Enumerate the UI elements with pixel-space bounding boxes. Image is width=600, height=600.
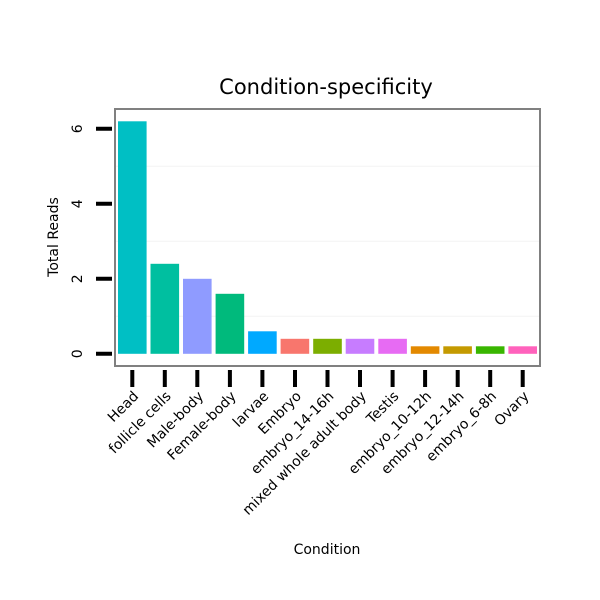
bars [118,121,537,354]
bar-Testis [378,338,407,354]
bar-embryo_14-16h [313,338,342,354]
y-tick-label: 2 [70,274,86,283]
bar-mixed whole adult body [345,338,375,354]
bar-Male-body [183,278,212,354]
y-axis: 0 2 4 6 [70,124,112,358]
bar-Ovary [508,346,537,354]
plot-panel-border [114,108,541,367]
y-tick-label: 6 [70,124,86,133]
bar-embryo_10-12h [410,346,440,354]
y-tick-label: 4 [70,199,86,208]
y-tick-label: 0 [70,349,86,358]
bar-follicle cells [150,263,180,354]
chart-title: Condition-specificity [219,75,433,99]
y-axis-label: Total Reads [46,197,62,278]
bar-embryo_6-8h [475,346,505,354]
x-axis-label: Condition [294,542,361,558]
bar-larvae [248,331,277,354]
bar-embryo_12-14h [443,346,472,354]
bar-Embryo [280,338,310,354]
bar-Female-body [215,293,245,354]
bar-Head [118,121,147,354]
